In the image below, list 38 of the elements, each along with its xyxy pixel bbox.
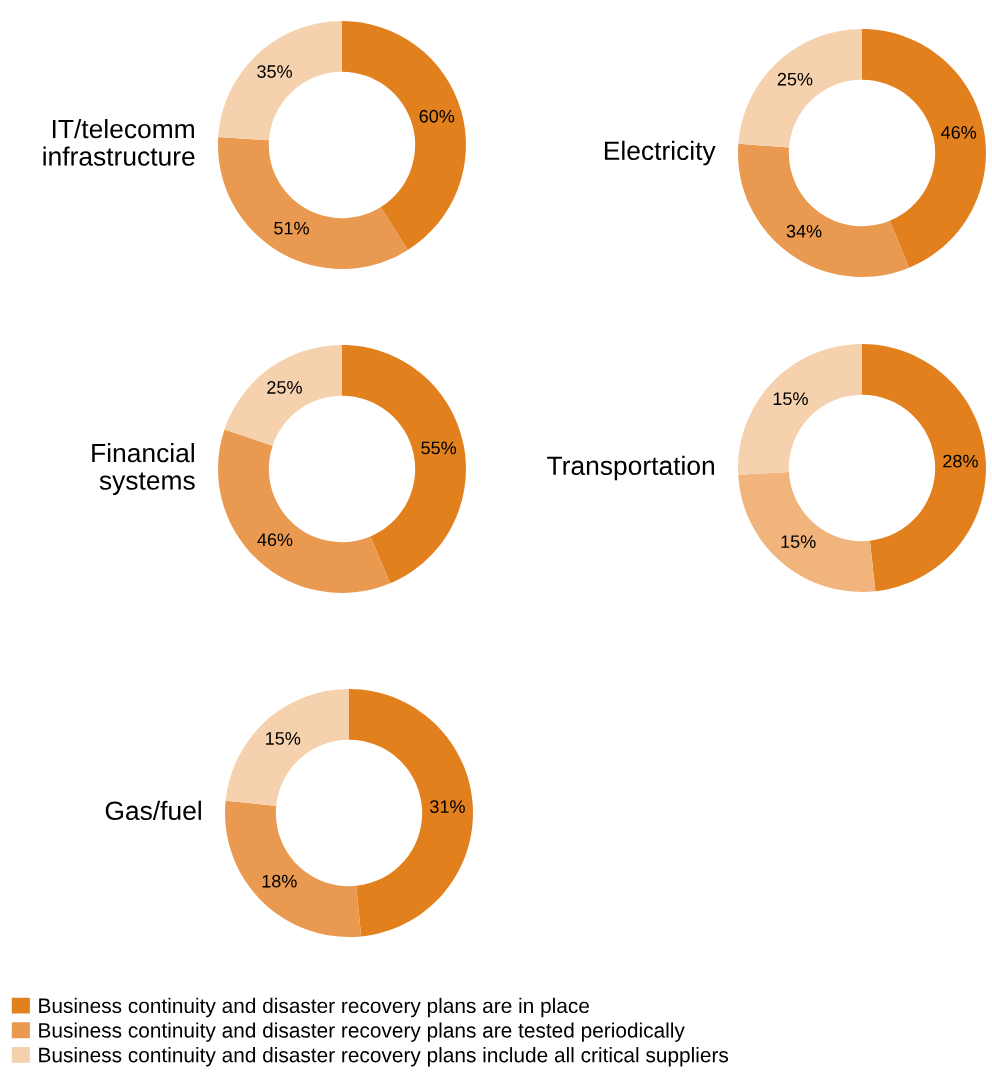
donut-slice [224,345,342,446]
text: Financial systems [92,442,195,496]
donut-slice [738,29,862,148]
text: Gas/fuel [105,800,201,821]
legend-label: Business continuity and disaster recovery plans include all critical suppliers [39,1047,729,1067]
data-label: 60% [419,109,455,123]
legend-label: Business continuity and disaster recovery plans are in place [39,997,589,1018]
donut-slice [738,143,910,277]
data-label: 18% [262,874,297,888]
donut-slice [349,689,473,937]
data-label: 55% [421,441,457,455]
text: IT/telecomm infrastructure [43,118,195,166]
data-label: 15% [773,392,808,406]
donut-slice [225,800,362,937]
donut-slice [738,471,876,592]
donut-slice [342,345,466,584]
donut-slice [225,689,349,806]
donut-slice [342,21,466,251]
data-label: 25% [267,381,302,394]
data-label: 15% [266,732,301,745]
data-label: 35% [257,65,293,78]
donut-slice [218,21,342,141]
data-label: 31% [430,800,465,814]
legend-label: Business continuity and disaster recovery plans are tested periodically [39,1022,685,1042]
data-label: 25% [777,72,813,86]
donut-slice [862,344,986,592]
data-label: 34% [786,224,822,238]
data-label: 46% [257,533,293,547]
data-label: 15% [781,535,816,548]
donut-slice [218,429,391,593]
donut-slice [862,29,986,268]
data-label: 28% [943,454,978,468]
data-label: 46% [941,126,977,139]
data-label: 51% [274,221,309,235]
text: Transportation [547,455,714,481]
text: Electricity [604,140,716,166]
donut-slice [218,137,408,269]
donut-slice [738,344,862,475]
